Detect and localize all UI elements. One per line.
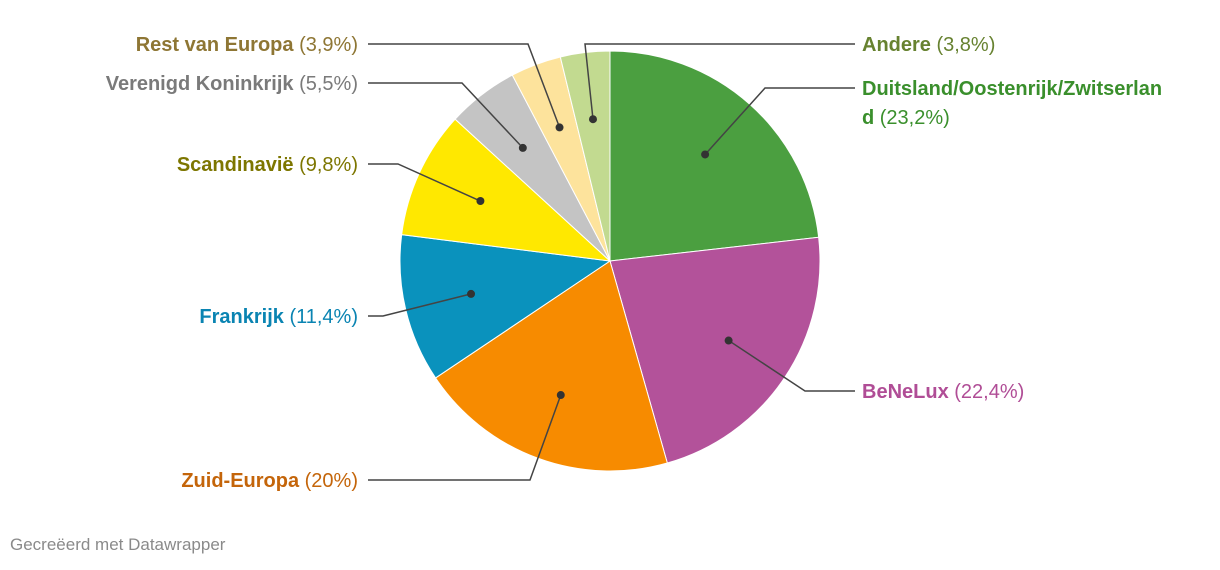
slice-label: Andere (3,8%) [862, 34, 995, 56]
leader-line [368, 43, 561, 128]
slice-label: Scandinavië (9,8%) [177, 154, 358, 176]
slice-label: BeNeLux (22,4%) [862, 381, 1024, 403]
leader-dot [476, 197, 485, 206]
leader-line [584, 43, 855, 120]
slice-label: Zuid-Europa (20%) [181, 470, 358, 492]
leader-dot [701, 150, 710, 159]
leader-dot [556, 391, 565, 400]
leader-dot [518, 143, 527, 152]
leader-line [728, 339, 855, 392]
pie-slice [401, 118, 612, 262]
slice-label: Verenigd Koninkrijk (5,5%) [106, 73, 358, 95]
leader-dot [555, 123, 564, 132]
leader-line [704, 87, 855, 155]
leader-line [368, 293, 472, 317]
slice-label: Rest van Europa (3,9%) [136, 34, 358, 56]
leader-line [368, 163, 481, 202]
credit-text: Gecreëerd met Datawrapper [10, 535, 226, 554]
slice-label: Frankrijk (11,4%) [199, 306, 358, 328]
leader-dot [467, 289, 476, 298]
slice-label: Duitsland/Oostenrijk/Zwitserlan d (23,2%) [862, 78, 1162, 129]
leader-line [368, 82, 524, 149]
leader-dot [724, 336, 733, 345]
pie-slice [559, 50, 611, 262]
leader-line [368, 394, 562, 481]
pie-slice [609, 50, 820, 262]
pie-slice [399, 234, 612, 379]
leader-dot [588, 115, 597, 124]
